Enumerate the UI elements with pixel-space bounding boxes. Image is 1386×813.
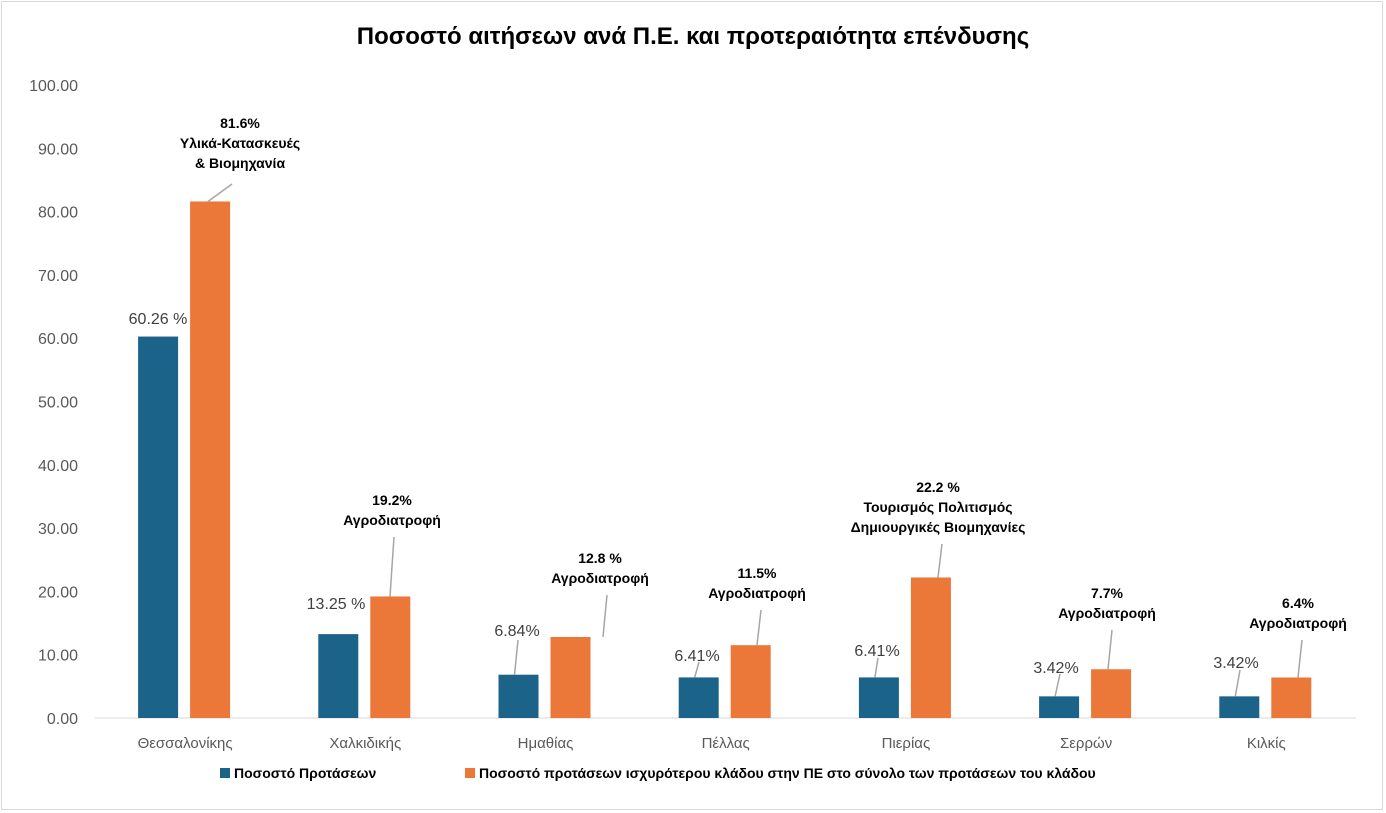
legend-swatch <box>465 768 475 778</box>
data-label: 3.42% <box>1213 655 1258 672</box>
bar-Ποσοστό-Προτάσεων <box>1219 696 1260 718</box>
data-label: 6.84% <box>494 623 539 640</box>
y-tick-label: 60.00 <box>38 331 78 348</box>
data-label: 6.41% <box>854 643 899 660</box>
data-label: 12.8 % <box>578 550 622 566</box>
legend-label: Ποσοστό Προτάσεων <box>234 765 377 781</box>
chart-title: Ποσοστό αιτήσεων ανά Π.Ε. και προτεραιότ… <box>357 23 1029 50</box>
y-tick-label: 10.00 <box>38 648 78 665</box>
y-tick-label: 90.00 <box>38 141 78 158</box>
bar-Ποσοστό-Προτάσεων <box>858 677 899 718</box>
leader-line <box>1234 669 1241 697</box>
x-tick-label: Πέλλας <box>702 735 750 752</box>
data-label: 6.41% <box>674 648 719 665</box>
leader-line <box>1107 629 1113 670</box>
y-tick-label: 80.00 <box>38 205 78 222</box>
data-label: Αγροδιατροφή <box>1058 605 1156 621</box>
data-label: Αγροδιατροφή <box>343 512 441 528</box>
data-label: 3.42% <box>1033 660 1078 677</box>
y-tick-label: 50.00 <box>38 395 78 412</box>
data-label: Δημιουργικές Βιομηχανίες <box>851 519 1026 535</box>
data-label: Υλικά-Κατασκευές <box>180 135 300 151</box>
leader-line <box>513 639 519 675</box>
data-label: & Βιομηχανία <box>195 155 286 171</box>
bar-strongest-sector <box>190 201 231 719</box>
x-tick-label: Ημαθίας <box>518 735 574 752</box>
leader-line <box>693 661 700 678</box>
data-label: 19.2% <box>372 492 412 508</box>
leader-line <box>874 657 879 678</box>
x-tick-label: Κιλκίς <box>1247 735 1286 752</box>
x-tick-label: Πιερίας <box>882 735 931 752</box>
bar-strongest-sector <box>910 577 951 718</box>
data-label: Τουρισμός Πολιτισμός <box>863 499 1012 515</box>
leader-line <box>389 536 395 597</box>
bar-strongest-sector <box>1271 677 1312 718</box>
data-label: Αγροδιατροφή <box>708 585 806 601</box>
y-tick-label: 0.00 <box>47 711 78 728</box>
bar-Ποσοστό-Προτάσεων <box>318 634 359 718</box>
bar-Ποσοστό-Προτάσεων <box>138 336 179 718</box>
x-tick-label: Χαλκιδικής <box>329 735 401 752</box>
legend-label: Ποσοστό προτάσεων ισχυρότερου κλάδου στη… <box>479 765 1096 781</box>
bar-strongest-sector <box>1091 669 1132 718</box>
bar-strongest-sector <box>550 636 591 718</box>
y-tick-label: 20.00 <box>38 584 78 601</box>
data-label: 22.2 % <box>916 479 960 495</box>
y-tick-label: 100.00 <box>29 78 78 95</box>
leader-line <box>1054 673 1061 697</box>
data-label: 6.4% <box>1282 595 1314 611</box>
bar-strongest-sector <box>730 645 771 718</box>
bar-Ποσοστό-Προτάσεων <box>678 677 719 718</box>
bar-Ποσοστό-Προτάσεων <box>1039 696 1080 718</box>
data-label: 60.26 % <box>129 311 188 328</box>
y-tick-label: 40.00 <box>38 458 78 475</box>
y-tick-label: 30.00 <box>38 521 78 538</box>
leader-line <box>937 543 943 578</box>
legend-swatch <box>220 768 230 778</box>
data-label: 81.6% <box>220 115 260 131</box>
data-label: 7.7% <box>1091 585 1123 601</box>
x-tick-label: Θεσσαλονίκης <box>138 735 233 752</box>
data-label: 13.25 % <box>307 596 366 613</box>
data-label: Αγροδιατροφή <box>1249 615 1347 631</box>
leader-line <box>756 609 762 646</box>
bar-strongest-sector <box>370 596 411 718</box>
leader-line <box>602 594 608 638</box>
x-tick-label: Σερρών <box>1060 735 1112 752</box>
bar-Ποσοστό-Προτάσεων <box>498 674 539 718</box>
leader-line <box>207 183 233 203</box>
data-label: Αγροδιατροφή <box>551 570 649 586</box>
leader-line <box>1297 639 1303 678</box>
y-tick-label: 70.00 <box>38 268 78 285</box>
data-label: 11.5% <box>738 565 777 581</box>
